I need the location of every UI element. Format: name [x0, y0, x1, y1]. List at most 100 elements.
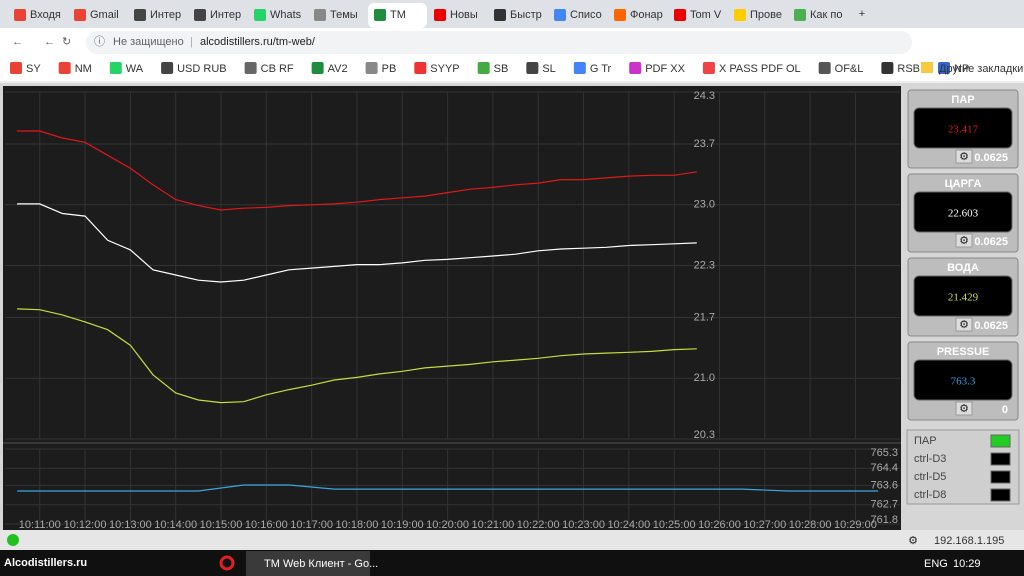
omnibox[interactable]: [86, 31, 912, 54]
gear-button[interactable]: [955, 149, 973, 164]
tab-icon: [674, 9, 686, 21]
bookmark[interactable]: USD RUB: [177, 63, 227, 75]
bookmark-icon: [58, 62, 71, 74]
opera-icon[interactable]: [219, 555, 235, 571]
new-tab[interactable]: +: [859, 8, 865, 20]
bookmark[interactable]: X PASS PDF OL: [719, 63, 801, 75]
settings-icon[interactable]: ⚙: [908, 535, 918, 547]
gear-icon[interactable]: ⚙: [959, 151, 969, 163]
legend-label: ПАР: [914, 435, 937, 447]
legend-swatch[interactable]: [990, 452, 1011, 466]
y-tick-label: 21.0: [694, 372, 715, 384]
tab-title[interactable]: Быстр: [510, 9, 542, 21]
legend-swatch[interactable]: [990, 488, 1011, 502]
x-tick-label: 10:29:00: [834, 519, 877, 531]
tab-title[interactable]: Фонар: [630, 9, 663, 21]
bookmark[interactable]: PB: [382, 63, 397, 75]
bookmark-icon: [938, 62, 951, 74]
legend-swatch[interactable]: [990, 434, 1011, 448]
tab-title[interactable]: Whats: [270, 9, 302, 21]
tab-icon: [554, 9, 566, 21]
y-tick-label: 24.3: [694, 90, 715, 102]
tab-title[interactable]: TM: [390, 9, 406, 21]
y-tick-label: 763.6: [870, 479, 898, 491]
bookmark-icon: [477, 62, 490, 74]
clock[interactable]: 10:29: [953, 558, 981, 570]
gear-icon[interactable]: ⚙: [959, 319, 969, 331]
tab-title[interactable]: Интер: [150, 9, 181, 21]
gear-button[interactable]: [955, 317, 973, 332]
x-tick-label: 10:20:00: [426, 519, 469, 531]
tab-title[interactable]: Новы: [450, 9, 478, 21]
bookmark-icon: [573, 62, 586, 74]
tab-title[interactable]: Списо: [570, 9, 602, 21]
chart-area: [3, 86, 901, 530]
x-tick-label: 10:26:00: [698, 519, 741, 531]
tab-title[interactable]: Темы: [330, 9, 358, 21]
window-title[interactable]: TM Web Клиент - Go...: [264, 558, 378, 570]
bookmark[interactable]: G Tr: [590, 63, 612, 75]
bookmark[interactable]: CB RF: [261, 63, 294, 75]
gauge-value: 763.3: [951, 376, 976, 388]
language[interactable]: ENG: [924, 558, 948, 570]
gear-icon[interactable]: ⚙: [959, 403, 969, 415]
legend-label: ctrl-D5: [914, 471, 946, 483]
bookmark[interactable]: SB: [494, 63, 509, 75]
bookmark[interactable]: NP: [954, 63, 969, 75]
bookmark[interactable]: NM: [75, 63, 92, 75]
tab-icon: [434, 9, 446, 21]
bookmark-icon: [629, 62, 642, 74]
bookmark[interactable]: AV2: [328, 63, 348, 75]
gauge-value: 23.417: [948, 124, 979, 136]
x-tick-label: 10:16:00: [245, 519, 288, 531]
bookmarks-bar: [0, 58, 1024, 82]
x-tick-label: 10:21:00: [471, 519, 514, 531]
tab-title[interactable]: Интер: [210, 9, 241, 21]
ip-address: 192.168.1.195: [934, 535, 1004, 547]
series-line: [17, 308, 697, 404]
bookmark[interactable]: SY: [26, 63, 41, 75]
other-bookmarks[interactable]: Другие закладки: [939, 63, 1023, 75]
gauge-step: 0.0625: [974, 320, 1008, 332]
gear-button[interactable]: [955, 401, 973, 416]
gauge-name: ВОДА: [947, 262, 979, 274]
bookmark-icon: [161, 62, 174, 74]
y-tick-label: 761.8: [870, 514, 898, 526]
bookmark[interactable]: WA: [126, 63, 144, 75]
bookmark[interactable]: OF&L: [835, 63, 864, 75]
bookmark[interactable]: PDF XX: [645, 63, 685, 75]
tab-title[interactable]: Tom V: [690, 9, 722, 21]
url[interactable]: alcodistillers.ru/tm-web/: [200, 36, 316, 48]
watermark: Alcodistillers.ru: [4, 557, 87, 569]
series-line: [17, 203, 697, 283]
bookmark[interactable]: RSB: [897, 63, 920, 75]
info-icon[interactable]: ⓘ: [94, 35, 105, 48]
x-tick-label: 10:22:00: [517, 519, 560, 531]
bookmark[interactable]: SL: [542, 63, 555, 75]
y-tick-label: 765.3: [870, 447, 898, 459]
separator: |: [190, 36, 193, 48]
gauge-value: 22.603: [948, 208, 979, 220]
connection-indicator: [7, 534, 19, 546]
x-tick-label: 10:17:00: [290, 519, 333, 531]
bookmark-icon: [244, 62, 257, 74]
tab-title[interactable]: Gmail: [90, 9, 119, 21]
gauge-display: [913, 191, 1013, 233]
legend-swatch[interactable]: [990, 470, 1011, 484]
tab-title[interactable]: Как по: [810, 9, 842, 21]
reload[interactable]: ↻: [62, 36, 71, 48]
x-tick-label: 10:12:00: [64, 519, 107, 531]
bookmark-icon: [109, 62, 122, 74]
back[interactable]: ←: [44, 36, 55, 48]
status-bar: [0, 530, 1024, 550]
legend-label: ctrl-D3: [914, 453, 946, 465]
bookmark[interactable]: SYYP: [430, 63, 459, 75]
gear-button[interactable]: [955, 233, 973, 248]
taskbar-item[interactable]: [246, 551, 370, 576]
tab-title[interactable]: Прове: [750, 9, 782, 21]
gear-icon[interactable]: ⚙: [959, 235, 969, 247]
y-tick-label: 21.7: [694, 311, 715, 323]
gauge-value: 21.429: [948, 292, 979, 304]
tab-title[interactable]: Входя: [30, 9, 61, 21]
back-btn[interactable]: ←: [12, 36, 23, 48]
